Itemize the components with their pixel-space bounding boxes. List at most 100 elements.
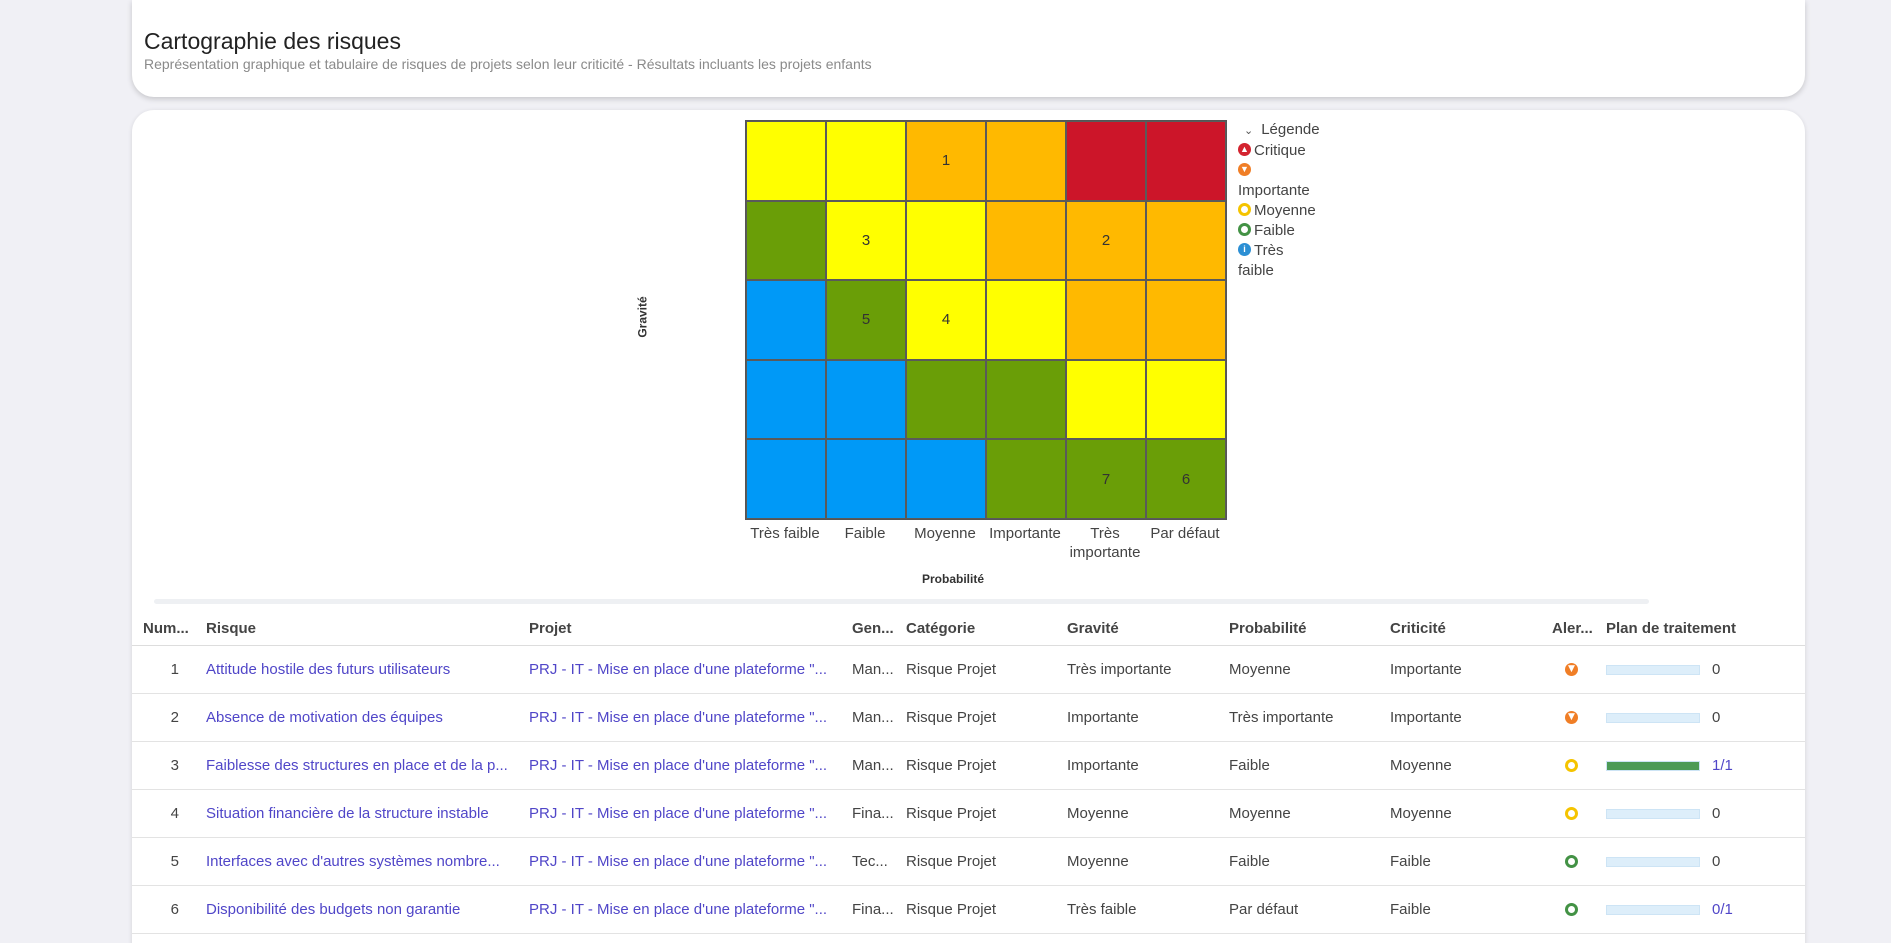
treatment-plan-value: 0 [1712, 853, 1721, 870]
risk-category: Risque Projet [906, 805, 997, 822]
risk-link[interactable]: Absence de motivation des équipes [206, 709, 443, 726]
table-row[interactable]: 5 Interfaces avec d'autres systèmes nombr… [132, 838, 1805, 886]
legend-toggle[interactable]: ⌄ Légende [1238, 120, 1348, 141]
risk-link[interactable]: Situation financière de la structure ins… [206, 805, 489, 822]
matrix-cell [746, 121, 826, 201]
legend-item-medium: Moyenne [1238, 201, 1348, 221]
treatment-progress-bar [1606, 713, 1700, 723]
project-link[interactable]: PRJ - IT - Mise en place d'une plateform… [529, 709, 828, 726]
column-header-probability[interactable]: Probabilité [1229, 620, 1307, 637]
matrix-cell [1146, 280, 1226, 360]
risk-link[interactable]: Interfaces avec d'autres systèmes nombre… [206, 853, 500, 870]
risk-criticity: Importante [1390, 661, 1462, 678]
risk-gen: Fina... [852, 805, 894, 822]
risk-gravity: Importante [1067, 709, 1139, 726]
risk-category: Risque Projet [906, 661, 997, 678]
x-axis-label: Moyenne [914, 525, 976, 542]
risk-probability: Moyenne [1229, 805, 1291, 822]
risk-category: Risque Projet [906, 853, 997, 870]
risk-category: Risque Projet [906, 757, 997, 774]
matrix-cell [986, 359, 1066, 440]
x-axis-label: Très faible [750, 525, 820, 542]
column-header-gravity[interactable]: Gravité [1067, 620, 1119, 637]
y-axis-title: Gravité [635, 296, 650, 338]
risk-probability: Faible [1229, 757, 1270, 774]
legend-item-important: ▼ Importante [1238, 161, 1348, 201]
treatment-plan-value[interactable]: 1/1 [1712, 757, 1733, 774]
risk-number: 6 [170, 901, 179, 918]
risk-gen: Man... [852, 661, 894, 678]
matrix-cell[interactable]: 5 [826, 280, 906, 360]
column-header-alert[interactable]: Aler... [1552, 620, 1593, 637]
risk-gravity: Très importante [1067, 661, 1172, 678]
matrix-cell [1066, 121, 1146, 201]
project-link[interactable]: PRJ - IT - Mise en place d'une plateform… [529, 757, 828, 774]
legend-title: Légende [1261, 121, 1320, 138]
matrix-cell[interactable]: 1 [906, 121, 986, 201]
x-axis-label: Importante [989, 525, 1061, 542]
risk-link[interactable]: Disponibilité des budgets non garantie [206, 901, 461, 918]
column-header-plan[interactable]: Plan de traitement [1606, 620, 1737, 637]
column-header-criticity[interactable]: Criticité [1390, 620, 1446, 637]
matrix-cell[interactable]: 6 [1146, 439, 1226, 519]
matrix-cell[interactable]: 2 [1066, 200, 1146, 281]
legend-label: Importante [1238, 182, 1310, 199]
matrix-cell[interactable]: 3 [826, 200, 906, 281]
treatment-plan-value[interactable]: 0/1 [1712, 901, 1733, 918]
project-link[interactable]: PRJ - IT - Mise en place d'une plateform… [529, 853, 828, 870]
table-row[interactable]: 6 Disponibilité des budgets non garantie P… [132, 886, 1805, 934]
matrix-cell[interactable]: 7 [1066, 439, 1146, 519]
table-row[interactable]: 3 Faiblesse des structures en place et de… [132, 742, 1805, 790]
risk-criticity: Faible [1390, 853, 1431, 870]
risk-number: 5 [170, 853, 179, 870]
table-row[interactable]: 4 Situation financière de la structure in… [132, 790, 1805, 838]
table-body: 1 Attitude hostile des futurs utilisateur… [132, 646, 1805, 934]
low-alert-icon [1565, 903, 1578, 916]
risk-number: 3 [170, 757, 179, 774]
page-subtitle: Représentation graphique et tabulaire de… [144, 56, 872, 72]
project-link[interactable]: PRJ - IT - Mise en place d'une plateform… [529, 901, 828, 918]
project-link[interactable]: PRJ - IT - Mise en place d'une plateform… [529, 805, 828, 822]
risk-probability: Faible [1229, 853, 1270, 870]
risk-probability: Moyenne [1229, 661, 1291, 678]
matrix-cell [906, 359, 986, 440]
risk-category: Risque Projet [906, 901, 997, 918]
risk-link[interactable]: Faiblesse des structures en place et de … [206, 757, 508, 774]
column-header-number[interactable]: Num... [143, 620, 189, 637]
risk-gen: Man... [852, 709, 894, 726]
matrix-cell [826, 439, 906, 519]
matrix-cell [826, 121, 906, 201]
matrix-cell [826, 359, 906, 440]
risk-gravity: Très faible [1067, 901, 1137, 918]
column-header-risk[interactable]: Risque [206, 620, 257, 637]
column-header-gen[interactable]: Gen... [852, 620, 894, 637]
x-axis-label: Très importante [1069, 525, 1141, 561]
project-link[interactable]: PRJ - IT - Mise en place d'une plateform… [529, 661, 828, 678]
horizontal-scrollbar[interactable] [154, 599, 1649, 604]
very-low-alert-icon: i [1238, 242, 1251, 256]
column-header-project[interactable]: Projet [529, 620, 572, 637]
x-axis-title: Probabilité [922, 572, 985, 586]
risk-table: Num... Risque Projet Gen... Catégorie Gr… [132, 610, 1805, 934]
risk-number: 2 [170, 709, 179, 726]
risk-link[interactable]: Attitude hostile des futurs utilisateurs [206, 661, 451, 678]
medium-alert-icon [1565, 807, 1578, 820]
important-alert-icon: ▼ [1565, 663, 1578, 676]
treatment-plan-value: 0 [1712, 805, 1721, 822]
table-row[interactable]: 2 Absence de motivation des équipes PRJ - … [132, 694, 1805, 742]
table-row[interactable]: 1 Attitude hostile des futurs utilisateur… [132, 646, 1805, 694]
column-header-category[interactable]: Catégorie [906, 620, 976, 637]
x-axis-label: Faible [844, 525, 886, 542]
matrix-cell[interactable]: 4 [906, 280, 986, 360]
progress-fill [1607, 762, 1699, 770]
treatment-plan-value: 0 [1712, 709, 1721, 726]
matrix-cell [1146, 200, 1226, 281]
medium-alert-icon [1238, 202, 1251, 216]
risk-probability: Très importante [1229, 709, 1334, 726]
legend: ⌄ Légende ▲ Critique ▼ Importante Moyenne F… [1238, 120, 1348, 281]
low-alert-icon [1238, 222, 1251, 236]
legend-label: Faible [1254, 222, 1295, 239]
table-header: Num... Risque Projet Gen... Catégorie Gr… [132, 610, 1805, 646]
risk-matrix: Gravité Très importante Importante Moyen… [132, 110, 1805, 590]
